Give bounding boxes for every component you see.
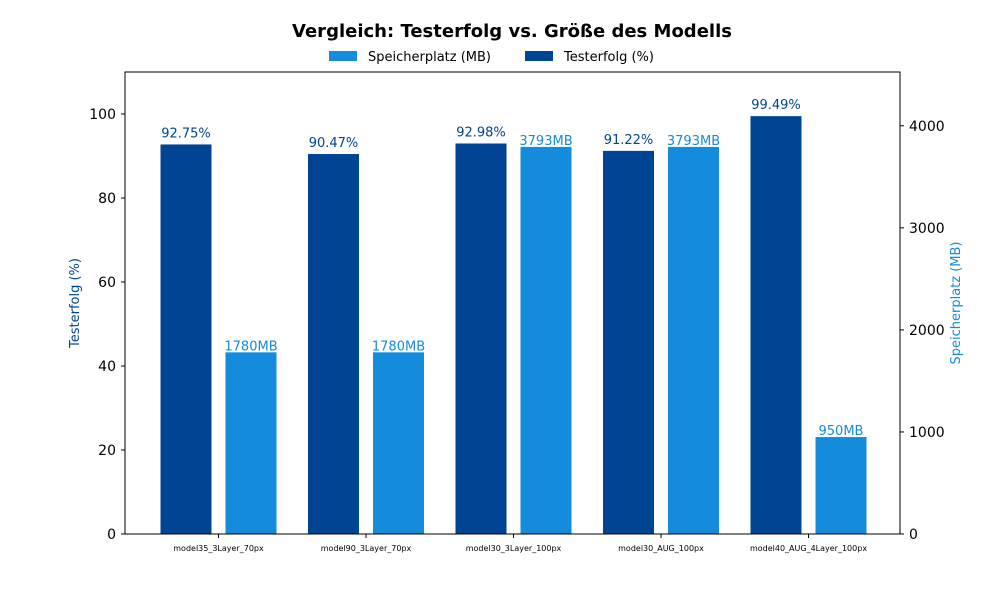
data-labels-group: 92.75% 1780MB 90.47% 1780MB 92.98% 3793MB 91.2… [161,98,863,439]
data-label-testerfolg-model30-aug-100px: 91.22% [604,133,654,148]
x-tick-label-model90-3layer-70px: model90_3Layer_70px [321,544,412,553]
legend: Speicherplatz (MB) Testerfolg (%) [329,50,654,65]
left-tick-label-100: 100 [89,107,116,123]
legend-label-speicherplatz: Speicherplatz (MB) [368,50,491,65]
bar-speicherplatz-model30-3layer-100px [520,146,572,534]
left-tick-label-20: 20 [98,443,116,459]
right-tick-label-4000: 4000 [909,119,945,135]
data-label-speicherplatz-model90-3layer-70px: 1780MB [372,339,425,354]
data-label-speicherplatz-model30-3layer-100px: 3793MB [519,134,572,149]
right-tick-label-0: 0 [909,527,918,543]
left-tick-label-80: 80 [98,191,116,207]
right-tick-label-1000: 1000 [909,425,945,441]
bar-testerfolg-model35-3layer-70px [160,144,212,534]
bar-testerfolg-model90-3layer-70px [308,154,359,534]
data-label-speicherplatz-model35-3layer-70px: 1780MB [224,339,277,354]
right-axis-label: Speicherplatz (MB) [949,241,964,364]
plot-frame [124,71,901,535]
bars-group [160,116,867,534]
bar-testerfolg-model40-aug-4layer-100px [750,116,802,534]
data-label-speicherplatz-model30-aug-100px: 3793MB [667,134,720,149]
bar-speicherplatz-model35-3layer-70px [225,352,277,534]
data-label-speicherplatz-model40-aug-4layer-100px: 950MB [819,424,864,439]
bar-testerfolg-model30-3layer-100px [455,143,507,534]
data-label-testerfolg-model35-3layer-70px: 92.75% [161,126,211,141]
left-y-axis: 0 20 40 60 80 100 [89,107,125,543]
data-label-testerfolg-model30-3layer-100px: 92.98% [456,125,506,140]
bar-speicherplatz-model40-aug-4layer-100px [815,437,867,534]
right-tick-label-3000: 3000 [909,221,945,237]
bar-speicherplatz-model30-aug-100px [668,146,719,534]
x-tick-label-model40-aug-4layer-100px: model40_AUG_4Layer_100px [750,544,867,553]
left-tick-label-0: 0 [107,527,116,543]
x-tick-label-model35-3layer-70px: model35_3Layer_70px [173,544,264,553]
data-label-testerfolg-model40-aug-4layer-100px: 99.49% [751,98,801,113]
bar-speicherplatz-model90-3layer-70px [373,352,424,534]
data-label-testerfolg-model90-3layer-70px: 90.47% [309,136,359,151]
legend-swatch-testerfolg [525,51,553,61]
left-tick-label-60: 60 [98,275,116,291]
bar-testerfolg-model30-aug-100px [603,150,654,534]
right-tick-label-2000: 2000 [909,323,945,339]
legend-swatch-speicherplatz [329,51,357,61]
legend-label-testerfolg: Testerfolg (%) [563,50,654,65]
x-axis: model35_3Layer_70px model90_3Layer_70px mo… [173,534,867,553]
right-y-axis: 0 1000 2000 3000 4000 [900,119,945,543]
x-tick-label-model30-aug-100px: model30_AUG_100px [618,544,704,553]
left-tick-label-40: 40 [98,359,116,375]
chart-title: Vergleich: Testerfolg vs. Größe des Mode… [292,21,732,42]
x-tick-label-model30-3layer-100px: model30_3Layer_100px [466,544,562,553]
left-axis-label: Testerfolg (%) [68,258,83,349]
